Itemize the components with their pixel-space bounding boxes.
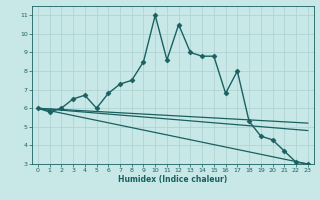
X-axis label: Humidex (Indice chaleur): Humidex (Indice chaleur) (118, 175, 228, 184)
